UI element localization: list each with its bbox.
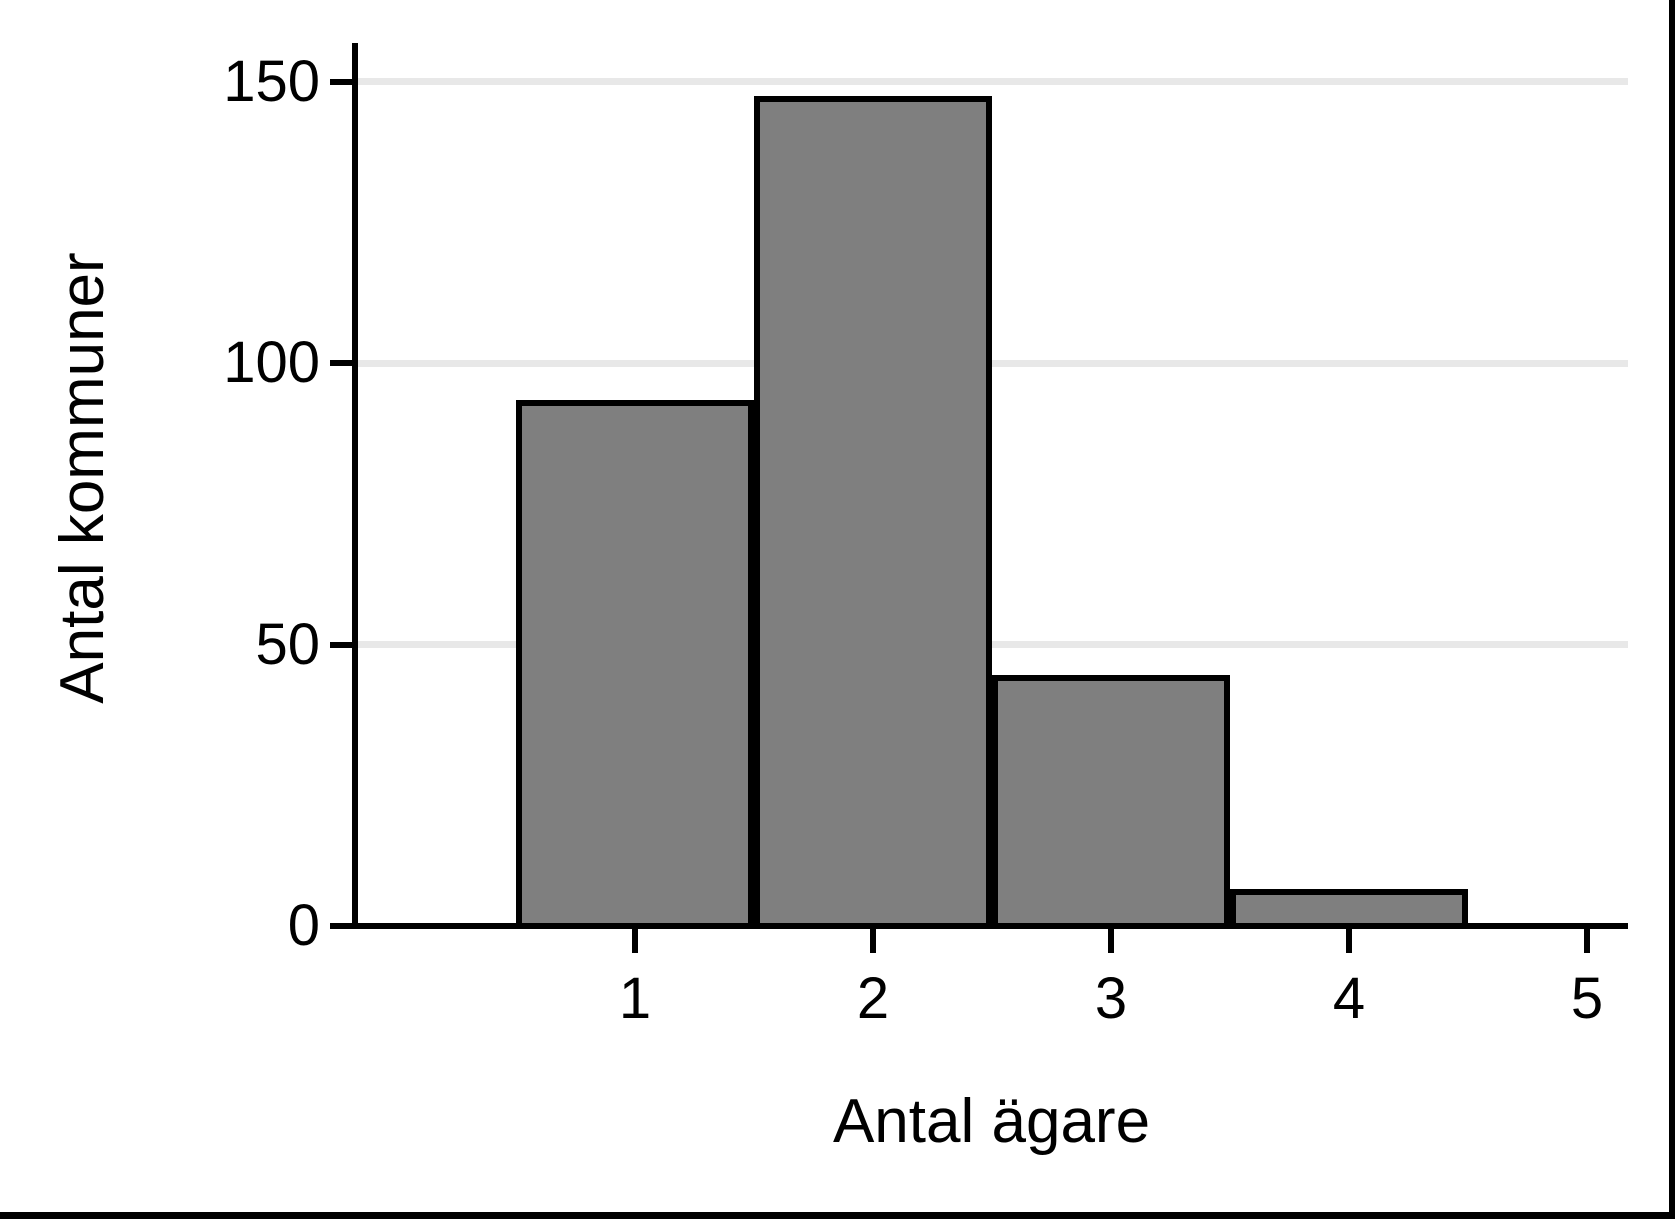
x-axis-title: Antal ägare <box>832 1087 1151 1156</box>
y-axis-line <box>352 43 358 929</box>
bar-x-1 <box>516 399 754 929</box>
x-tick-5 <box>1584 929 1590 953</box>
x-tick-2 <box>870 929 876 953</box>
x-tick-3 <box>1108 929 1114 953</box>
figure-right-border <box>1669 0 1675 1219</box>
bar-x-2 <box>754 95 992 929</box>
x-tick-4 <box>1346 929 1352 953</box>
x-tick-label-5: 5 <box>1570 966 1604 1031</box>
y-tick-0 <box>330 923 352 929</box>
y-tick-50 <box>330 641 352 648</box>
x-tick-label-4: 4 <box>1332 966 1366 1031</box>
figure-bottom-border <box>0 1212 1675 1219</box>
gridline-y-150 <box>352 78 1628 86</box>
y-tick-150 <box>330 78 352 85</box>
x-axis-line <box>352 923 1628 929</box>
y-tick-label-100: 100 <box>223 330 320 396</box>
x-tick-label-1: 1 <box>618 966 652 1031</box>
x-tick-1 <box>632 929 638 953</box>
y-tick-label-50: 50 <box>255 611 320 677</box>
x-tick-label-2: 2 <box>856 966 890 1031</box>
bar-x-3 <box>992 675 1230 929</box>
y-tick-label-0: 0 <box>287 893 320 958</box>
y-axis-title: Antal kommuner <box>48 252 117 704</box>
y-tick-100 <box>330 360 352 367</box>
x-tick-label-3: 3 <box>1094 966 1128 1031</box>
y-tick-label-150: 150 <box>223 48 320 114</box>
